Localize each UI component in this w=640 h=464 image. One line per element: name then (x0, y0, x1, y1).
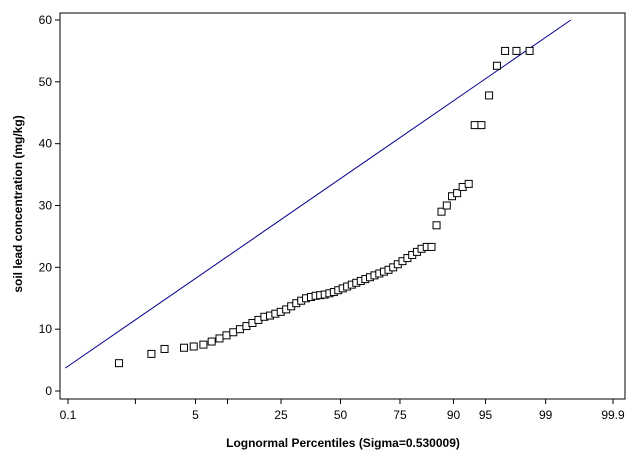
data-point (477, 121, 486, 130)
x-tick-label: 90 (447, 408, 461, 422)
data-point (215, 334, 224, 343)
y-tick-label: 30 (39, 199, 53, 213)
x-tick-label: 75 (393, 408, 407, 422)
data-point (512, 46, 521, 55)
x-tick-label: 95 (479, 408, 493, 422)
fit-line (64, 19, 572, 369)
x-tick-label: 0.1 (60, 408, 77, 422)
data-point (442, 201, 451, 210)
data-points (114, 46, 534, 368)
data-point (427, 242, 436, 251)
data-point (525, 46, 534, 55)
data-point (432, 221, 441, 230)
data-point (222, 331, 231, 340)
data-point (501, 46, 510, 55)
x-tick-label: 5 (192, 408, 199, 422)
y-tick-label: 40 (39, 137, 53, 151)
data-point (470, 121, 479, 130)
y-tick-label: 60 (39, 13, 53, 27)
data-point (464, 179, 473, 188)
data-point (492, 61, 501, 70)
y-tick-label: 50 (39, 75, 53, 89)
plot-frame (59, 12, 626, 400)
data-point (235, 325, 244, 334)
x-tick-label: 25 (274, 408, 288, 422)
data-point (160, 344, 169, 353)
y-tick-label: 10 (39, 322, 53, 336)
data-point (437, 207, 446, 216)
y-tick-label: 20 (39, 260, 53, 274)
x-tick-label: 50 (334, 408, 348, 422)
y-axis: 0 10 20 30 40 50 60 (39, 13, 60, 398)
y-axis-title: soil lead concentration (mg/kg) (11, 115, 25, 292)
x-axis-title: Lognormal Percentiles (Sigma=0.530009) (226, 436, 460, 450)
data-point (207, 337, 216, 346)
x-tick-label: 99.9 (601, 408, 625, 422)
data-point (189, 342, 198, 351)
data-point (180, 343, 189, 352)
data-point (199, 340, 208, 349)
data-point (453, 189, 462, 198)
x-tick-label: 99 (539, 408, 553, 422)
x-axis: 0.1 5 25 50 75 90 95 99 99.9 (60, 399, 625, 422)
data-point (485, 91, 494, 100)
data-point (229, 328, 238, 337)
y-tick-label: 0 (45, 384, 52, 398)
plot-area-border (59, 12, 626, 400)
data-point (147, 349, 156, 358)
data-point (114, 359, 123, 368)
